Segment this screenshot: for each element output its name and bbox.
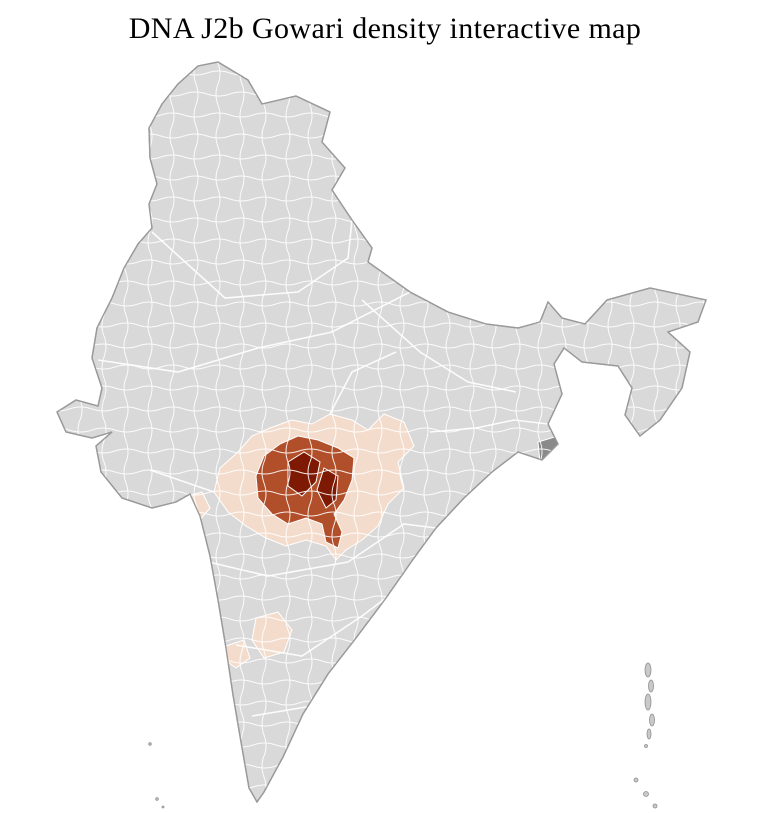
page-title: DNA J2b Gowari density interactive map — [128, 12, 642, 45]
lakshadweep-islands[interactable] — [148, 742, 165, 809]
region-dark-gray-district[interactable] — [537, 435, 569, 469]
andaman-nicobar-islands[interactable] — [633, 662, 658, 809]
